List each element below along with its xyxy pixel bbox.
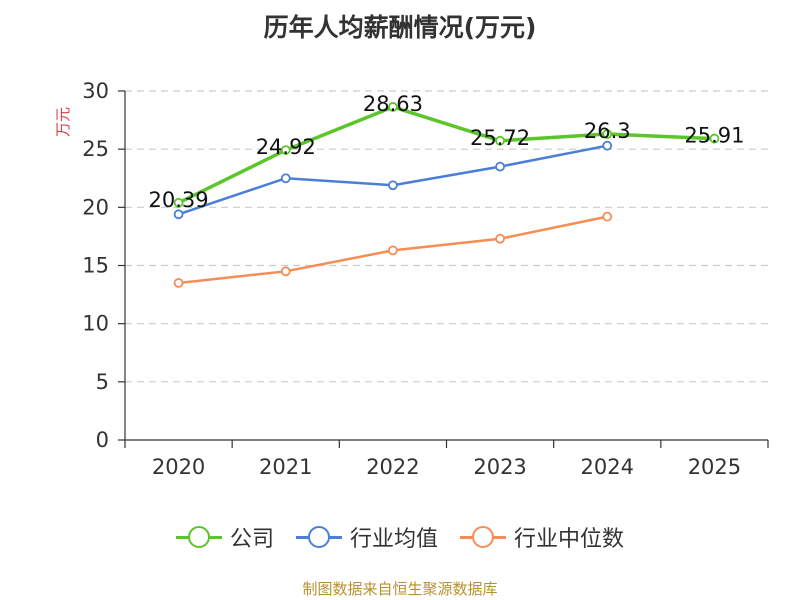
legend-item[interactable]: 行业均值 — [295, 521, 438, 553]
y-tick-label: 20 — [82, 195, 109, 219]
data-label: 28.63 — [363, 92, 423, 116]
chart-title: 历年人均薪酬情况(万元) — [263, 13, 537, 42]
legend: 公司 行业均值 行业中位数 — [0, 520, 800, 554]
data-point — [495, 161, 505, 172]
data-point — [602, 211, 613, 222]
data-point — [280, 173, 291, 184]
data-point — [173, 209, 184, 220]
data-point — [388, 245, 398, 256]
legend-symbol — [175, 525, 222, 549]
data-point — [280, 145, 291, 155]
data-point — [602, 129, 613, 139]
data-point — [173, 197, 184, 208]
data-label: 25.72 — [470, 126, 530, 150]
series-layer — [173, 102, 720, 288]
legend-symbol — [460, 525, 506, 549]
data-point — [602, 140, 613, 151]
y-tick-label: 5 — [96, 370, 109, 394]
data-point — [495, 135, 505, 146]
data-label: 24.92 — [256, 135, 316, 159]
legend-item[interactable]: 公司 — [175, 521, 274, 553]
y-tick-label: 0 — [96, 428, 109, 452]
legend-label: 行业中位数 — [514, 527, 625, 552]
x-tick-label: 2025 — [688, 455, 741, 479]
x-tick-label: 2021 — [259, 455, 312, 479]
data-point — [388, 102, 398, 112]
data-label: 25.91 — [684, 124, 744, 148]
data-point — [388, 180, 398, 191]
y-tick-label: 25 — [82, 137, 109, 161]
x-tick-label: 2020 — [152, 455, 205, 479]
y-tick-label: 10 — [82, 312, 109, 336]
x-tick-label: 2022 — [366, 455, 419, 479]
x-tick-label: 2024 — [581, 455, 634, 479]
data-point — [280, 266, 291, 277]
data-point — [173, 278, 184, 288]
y-tick-label: 30 — [82, 79, 109, 103]
data-label: 26.3 — [584, 119, 631, 143]
legend-label: 行业均值 — [349, 527, 438, 552]
data-label-layer: 20.39 24.92 28.63 25.72 26.3 25.91 — [149, 92, 745, 212]
legend-item[interactable]: 行业中位数 — [460, 521, 624, 553]
y-axis-label: 万元 — [54, 107, 72, 137]
y-tick-label: 15 — [82, 254, 109, 278]
legend-symbol — [295, 525, 342, 549]
x-tick-label: 2023 — [473, 455, 526, 479]
legend-label: 公司 — [229, 527, 274, 552]
data-point — [495, 233, 505, 244]
grid-layer — [125, 90, 768, 383]
data-label: 20.39 — [149, 188, 209, 212]
data-point — [709, 133, 720, 144]
source-note: 制图数据来自恒生聚源数据库 — [302, 580, 498, 598]
series-line-1 — [177, 144, 609, 216]
series-line-0 — [176, 105, 717, 205]
